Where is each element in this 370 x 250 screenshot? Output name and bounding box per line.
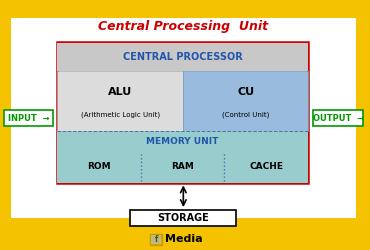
Text: ALU: ALU xyxy=(108,87,132,97)
FancyBboxPatch shape xyxy=(57,71,183,131)
Text: CENTRAL PROCESSOR: CENTRAL PROCESSOR xyxy=(122,52,242,62)
Text: (Control Unit): (Control Unit) xyxy=(222,111,269,118)
FancyBboxPatch shape xyxy=(11,18,356,218)
FancyBboxPatch shape xyxy=(57,42,308,182)
FancyBboxPatch shape xyxy=(183,71,308,131)
FancyBboxPatch shape xyxy=(57,151,308,182)
FancyBboxPatch shape xyxy=(130,210,236,226)
FancyBboxPatch shape xyxy=(57,42,308,71)
Text: Central Processing  Unit: Central Processing Unit xyxy=(98,20,268,33)
Text: CU: CU xyxy=(237,87,254,97)
FancyBboxPatch shape xyxy=(4,110,53,126)
FancyBboxPatch shape xyxy=(150,234,162,244)
Text: Media: Media xyxy=(165,234,203,244)
Text: ROM: ROM xyxy=(87,162,111,172)
Text: INPUT  →: INPUT → xyxy=(8,114,49,122)
FancyBboxPatch shape xyxy=(57,131,308,151)
Text: (Arithmetic Logic Unit): (Arithmetic Logic Unit) xyxy=(81,111,159,118)
FancyBboxPatch shape xyxy=(151,235,161,244)
Text: RAM: RAM xyxy=(171,162,194,172)
Text: f: f xyxy=(155,235,158,244)
Text: CACHE: CACHE xyxy=(249,162,283,172)
Text: STORAGE: STORAGE xyxy=(158,213,209,223)
Text: OUTPUT  →: OUTPUT → xyxy=(313,114,364,122)
Text: MEMORY UNIT: MEMORY UNIT xyxy=(146,137,219,146)
FancyBboxPatch shape xyxy=(313,110,363,126)
